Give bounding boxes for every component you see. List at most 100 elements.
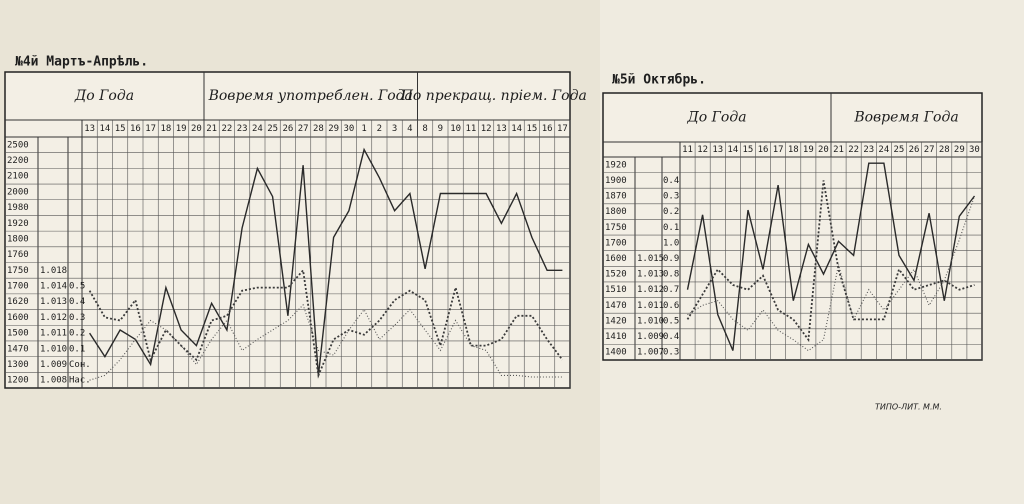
series-line [88, 268, 564, 379]
x-tick-label: 12 [481, 124, 492, 134]
series-line [89, 147, 563, 376]
x-tick-label: 17 [145, 124, 156, 134]
row-label: 1.011 [40, 329, 67, 339]
x-tick-label: 14 [727, 145, 738, 155]
x-tick-label: 24 [878, 145, 889, 155]
row-label: 1.014 [40, 282, 67, 292]
x-tick-label: 29 [328, 124, 339, 134]
chart-title: №4й Мартъ-Апрѣль. [15, 55, 148, 70]
row-label: 1470 [7, 344, 29, 354]
series-line [686, 162, 976, 351]
row-label: 1520 [605, 270, 627, 280]
row-label: 0.4 [663, 332, 679, 342]
chart-title: №5й Октябрь. [612, 73, 706, 88]
row-label: 1800 [7, 234, 29, 244]
row-label: 1400 [605, 348, 627, 358]
row-label: 1.008 [40, 376, 67, 386]
x-tick-label: 30 [343, 124, 354, 134]
series-line [687, 195, 976, 352]
x-tick-label: 13 [496, 124, 507, 134]
row-label: 1300 [7, 360, 29, 370]
row-label: 0.1 [69, 344, 85, 354]
header-label: Вовремя употреблен. Года [208, 88, 413, 104]
row-label: 1620 [7, 297, 29, 307]
row-label: 1470 [605, 301, 627, 311]
row-label: 0.9 [663, 254, 679, 264]
x-tick-label: 3 [392, 124, 397, 134]
row-label: 1700 [7, 282, 29, 292]
row-label: 1600 [7, 313, 29, 323]
row-label: 0.3 [69, 313, 85, 323]
row-label: 1900 [605, 176, 627, 186]
x-tick-label: 23 [863, 145, 874, 155]
x-tick-label: 16 [758, 145, 769, 155]
row-label: 2000 [7, 187, 29, 197]
row-label: 1.012 [637, 285, 664, 295]
row-label: 1.018 [40, 266, 67, 276]
x-tick-label: 25 [894, 145, 905, 155]
x-tick-label: 27 [298, 124, 309, 134]
row-label: 1410 [605, 332, 627, 342]
row-label: 1700 [605, 238, 627, 248]
x-tick-label: 20 [191, 124, 202, 134]
row-label: 1.015 [637, 254, 664, 264]
x-tick-label: 26 [909, 145, 920, 155]
row-label: 1200 [7, 376, 29, 386]
x-tick-label: 15 [115, 124, 126, 134]
x-tick-label: 26 [282, 124, 293, 134]
row-label: 1.007 [637, 348, 664, 358]
row-label: 0.4 [663, 176, 679, 186]
row-label: 1420 [605, 316, 627, 326]
row-label: 1500 [7, 329, 29, 339]
row-label: 1.009 [637, 332, 664, 342]
x-tick-label: 4 [407, 124, 412, 134]
row-label: 0.1 [663, 223, 679, 233]
row-label: 0.3 [663, 348, 679, 358]
x-tick-label: 29 [954, 145, 965, 155]
x-tick-label: 21 [833, 145, 844, 155]
row-label: 1750 [7, 266, 29, 276]
row-label: 1510 [605, 285, 627, 295]
row-label: 1600 [605, 254, 627, 264]
row-label: Сон. [69, 360, 91, 370]
x-tick-label: 30 [969, 145, 980, 155]
series-line [686, 180, 975, 343]
x-tick-label: 17 [557, 124, 568, 134]
x-tick-label: 1 [361, 124, 366, 134]
row-label: 1980 [7, 203, 29, 213]
row-label: 1.013 [637, 270, 664, 280]
x-tick-label: 14 [511, 124, 522, 134]
row-label: 1.010 [637, 316, 664, 326]
x-tick-label: 13 [712, 145, 723, 155]
x-tick-label: 9 [438, 124, 443, 134]
row-label: 1.012 [40, 313, 67, 323]
x-tick-label: 22 [848, 145, 859, 155]
row-label: 1.010 [40, 344, 67, 354]
x-tick-label: 24 [252, 124, 263, 134]
row-label: 2200 [7, 156, 29, 166]
row-label: Нас. [69, 376, 91, 386]
row-label: 0.2 [663, 207, 679, 217]
x-tick-label: 21 [206, 124, 217, 134]
x-tick-label: 17 [773, 145, 784, 155]
x-tick-label: 12 [697, 145, 708, 155]
x-tick-label: 11 [682, 145, 693, 155]
row-label: 1.013 [40, 297, 67, 307]
x-tick-label: 8 [422, 124, 427, 134]
x-tick-label: 13 [84, 124, 95, 134]
header-label: По прекращ. пріем. Года [400, 88, 587, 104]
x-tick-label: 16 [130, 124, 141, 134]
row-label: 0.6 [663, 301, 679, 311]
header-label: Вовремя Года [853, 110, 958, 126]
x-tick-label: 28 [313, 124, 324, 134]
x-tick-label: 27 [924, 145, 935, 155]
frame [602, 92, 983, 361]
row-label: 0.3 [663, 192, 679, 202]
row-label: 1760 [7, 250, 29, 260]
row-label: 2500 [7, 140, 29, 150]
row-label: 0.5 [663, 316, 679, 326]
x-tick-label: 19 [176, 124, 187, 134]
row-label: 2100 [7, 172, 29, 182]
x-tick-label: 16 [542, 124, 553, 134]
